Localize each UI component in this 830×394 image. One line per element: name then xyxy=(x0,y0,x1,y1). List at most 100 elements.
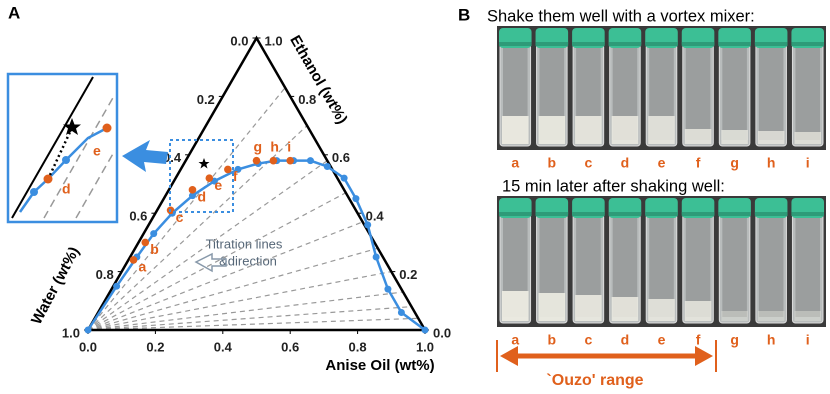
cap-band xyxy=(718,42,751,46)
vial-label: h xyxy=(767,332,776,348)
inset-dot xyxy=(62,156,70,164)
liquid xyxy=(502,116,529,144)
titration-line xyxy=(87,160,328,331)
curve-point xyxy=(364,221,372,229)
ethanol-tick-label: 0.0 xyxy=(433,325,451,340)
curve-point xyxy=(234,165,242,173)
vial-glass xyxy=(758,218,784,317)
liquid xyxy=(721,130,748,144)
liquid xyxy=(648,116,675,144)
vial-label: a xyxy=(511,155,519,171)
sample-label: a xyxy=(138,259,146,275)
water-tick-label: 0.4 xyxy=(163,150,182,165)
inset-edge xyxy=(11,76,94,219)
sample-point xyxy=(188,186,197,194)
cap-band xyxy=(645,212,678,216)
range-label: `Ouzo' range xyxy=(546,372,643,389)
anise-tick-label: 0.2 xyxy=(146,339,164,354)
curve-point xyxy=(397,308,405,316)
inset-box xyxy=(6,72,119,224)
direction-arrow xyxy=(194,252,227,273)
vial-label: f xyxy=(696,332,701,348)
vial-label: e xyxy=(658,332,666,348)
vial-label: h xyxy=(767,155,776,171)
sample-point xyxy=(286,156,295,165)
ethanol-tick-label: 0.2 xyxy=(399,267,417,282)
anise-tick-label: 0.0 xyxy=(79,339,97,354)
sample-point xyxy=(141,238,150,247)
vial-label: i xyxy=(806,332,810,348)
photo-title: 15 min later after shaking well: xyxy=(502,177,725,195)
range-arrow-head xyxy=(695,346,713,366)
liquid xyxy=(721,311,748,321)
inset-star xyxy=(63,118,81,135)
inset-label: d xyxy=(62,181,71,197)
curve-point xyxy=(84,326,92,334)
sample-label: f xyxy=(233,168,238,184)
liquid xyxy=(502,291,529,321)
vial-label: b xyxy=(548,155,557,171)
titration-line xyxy=(87,192,347,331)
curve-point xyxy=(306,157,314,165)
vial-label: d xyxy=(621,155,630,171)
water-tick-label: 1.0 xyxy=(62,325,80,340)
inset-label: e xyxy=(93,143,101,159)
zoom-arrow xyxy=(122,140,168,172)
cap-band xyxy=(535,42,569,46)
ethanol-tick-label: 1.0 xyxy=(265,33,283,48)
axis-title: Anise Oil (wt%) xyxy=(325,357,434,374)
anise-tick-label: 0.8 xyxy=(349,339,367,354)
inset-dot xyxy=(102,123,112,133)
liquid xyxy=(794,132,821,144)
liquid xyxy=(757,311,785,321)
inset-curve xyxy=(18,126,108,213)
inset-dot xyxy=(30,188,38,196)
anise-tick-label: 0.4 xyxy=(214,339,233,354)
vial-glass xyxy=(795,218,820,317)
titration-line xyxy=(87,306,412,331)
vial-glass xyxy=(685,218,711,317)
cap-band xyxy=(572,212,605,216)
sample-label: h xyxy=(270,138,279,154)
zoom-region xyxy=(169,139,234,213)
annotation: &direction xyxy=(219,253,277,268)
sample-label: g xyxy=(254,138,263,154)
binodal-curve xyxy=(86,159,426,332)
vial-label: d xyxy=(621,332,630,348)
sample-point xyxy=(269,156,278,165)
vial-label: i xyxy=(806,155,810,171)
liquid xyxy=(575,116,602,144)
curve-point xyxy=(384,285,392,293)
axis-title: Water (wt%) xyxy=(28,244,83,327)
panel-label: A xyxy=(8,3,20,22)
photo-panel: a b c d e f g h i a b c d e f g h i xyxy=(497,26,826,348)
water-tick-label: 0.2 xyxy=(197,92,215,107)
vial-label: c xyxy=(584,332,592,348)
panel-label: B xyxy=(458,5,470,24)
water-tick-label: 0.0 xyxy=(230,33,248,48)
sample-point xyxy=(224,165,232,174)
liquid xyxy=(575,295,602,321)
range-arrow-head xyxy=(500,346,518,366)
cap-band xyxy=(791,212,824,216)
curve-point xyxy=(372,253,380,261)
ethanol-tick-label: 0.8 xyxy=(298,92,316,107)
anise-tick-label: 0.6 xyxy=(281,339,299,354)
vial-glass xyxy=(685,48,711,140)
inset-dash xyxy=(43,95,115,219)
liquid xyxy=(684,129,712,144)
vial-label: g xyxy=(730,155,739,171)
curve-point xyxy=(421,326,429,334)
triangle xyxy=(85,35,428,332)
curve-point xyxy=(188,192,196,200)
liquid xyxy=(757,131,785,144)
titration-line xyxy=(87,125,308,331)
vial-label: c xyxy=(584,155,592,171)
liquid xyxy=(611,116,639,144)
liquid xyxy=(538,116,566,144)
annotation: Titration lines xyxy=(206,236,283,251)
vial-glass xyxy=(795,48,820,140)
vial-glass xyxy=(722,48,747,140)
sample-label: e xyxy=(214,177,222,193)
